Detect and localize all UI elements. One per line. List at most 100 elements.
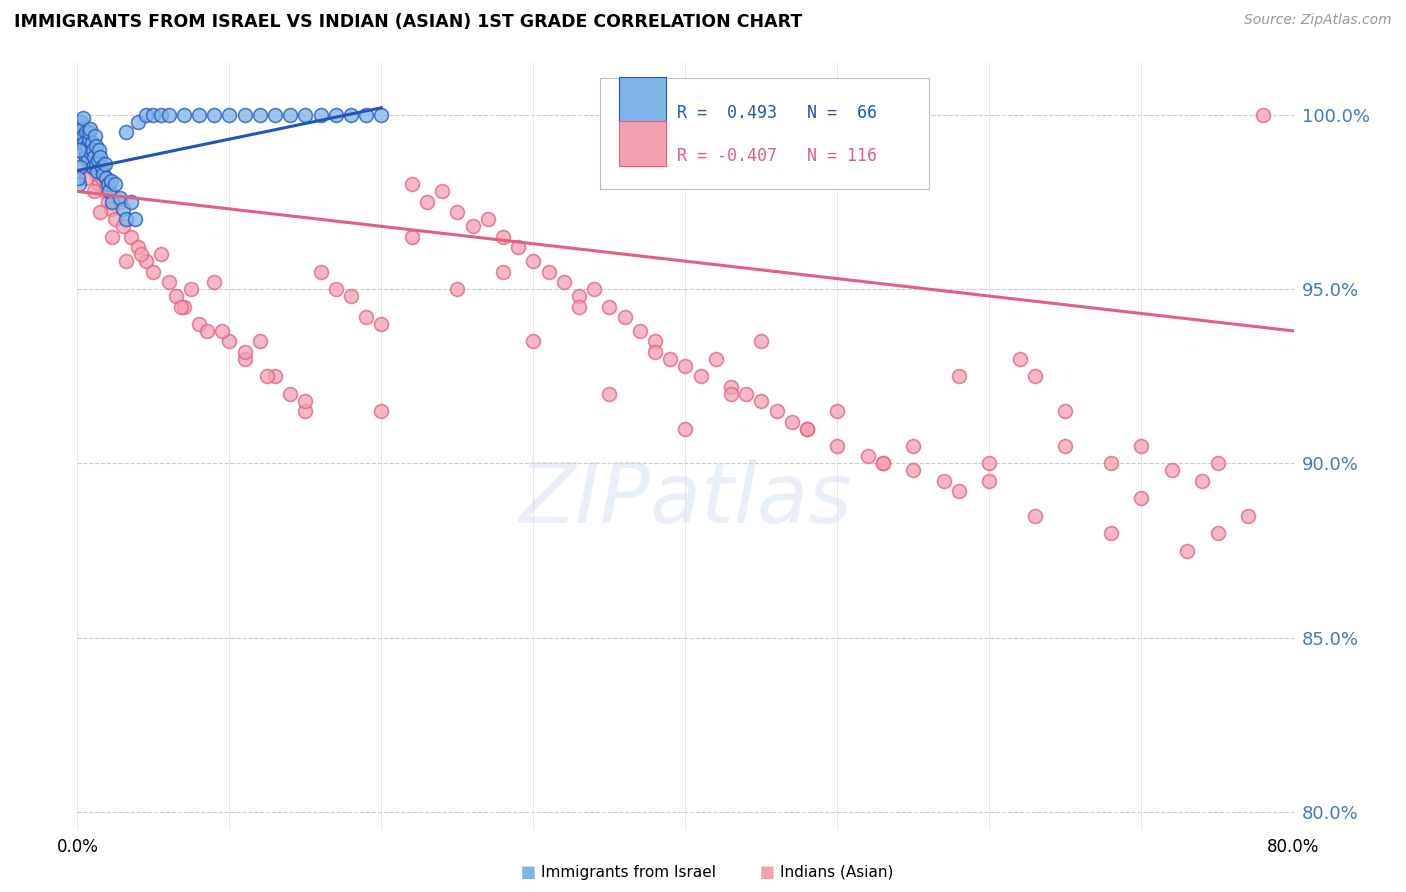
Point [659, 351, 682, 366]
Point [1175, 543, 1198, 558]
Point [73, 150, 96, 164]
Point [84, 167, 107, 181]
Point [370, 404, 392, 418]
Point [149, 247, 172, 261]
Point [87, 178, 110, 192]
Text: Source: ZipAtlas.com: Source: ZipAtlas.com [1244, 13, 1392, 28]
FancyBboxPatch shape [619, 78, 666, 122]
Point [135, 254, 157, 268]
Point [104, 178, 127, 192]
Point [598, 300, 620, 314]
Point [477, 212, 499, 227]
Point [188, 317, 211, 331]
Point [108, 194, 131, 209]
Point [598, 386, 620, 401]
Point [644, 344, 666, 359]
Point [67, 170, 90, 185]
Point [675, 359, 697, 373]
Text: ▪: ▪ [759, 861, 776, 884]
Point [120, 194, 142, 209]
Point [75, 125, 97, 139]
Point [416, 194, 439, 209]
Point [202, 275, 225, 289]
Point [165, 289, 187, 303]
Point [796, 421, 818, 435]
Point [309, 265, 332, 279]
Point [354, 108, 377, 122]
Point [704, 351, 727, 366]
Point [492, 229, 515, 244]
Point [522, 254, 544, 268]
Point [1054, 404, 1077, 418]
Point [70, 121, 93, 136]
FancyBboxPatch shape [600, 78, 929, 189]
Point [72, 160, 94, 174]
Point [108, 191, 131, 205]
Point [202, 108, 225, 122]
Point [1206, 526, 1229, 541]
Point [1206, 457, 1229, 471]
Point [83, 185, 105, 199]
Point [218, 108, 240, 122]
Point [508, 240, 530, 254]
Point [77, 132, 100, 146]
Point [111, 202, 134, 216]
Point [157, 108, 180, 122]
Point [233, 351, 256, 366]
Point [948, 484, 970, 499]
Point [568, 300, 591, 314]
Point [249, 334, 271, 349]
Point [87, 143, 110, 157]
Point [115, 125, 138, 139]
Text: ▪: ▪ [520, 861, 537, 884]
Point [430, 185, 453, 199]
Point [613, 310, 636, 324]
Point [79, 160, 101, 174]
Point [84, 156, 107, 170]
Point [979, 457, 1001, 471]
Point [69, 160, 91, 174]
Point [1237, 508, 1260, 523]
Point [93, 185, 115, 199]
Point [77, 143, 100, 157]
Point [142, 265, 165, 279]
Point [780, 415, 803, 429]
Point [1251, 108, 1274, 122]
Point [765, 404, 787, 418]
Point [149, 108, 172, 122]
Point [537, 265, 560, 279]
Point [173, 300, 195, 314]
Point [1191, 474, 1213, 488]
Point [97, 194, 120, 209]
Point [97, 178, 120, 192]
Point [370, 108, 392, 122]
Point [1054, 439, 1077, 453]
Point [1099, 457, 1122, 471]
Point [553, 275, 575, 289]
Point [751, 334, 773, 349]
Point [675, 421, 697, 435]
Point [827, 404, 849, 418]
Point [100, 202, 122, 216]
Point [461, 219, 484, 234]
Point [325, 108, 347, 122]
Point [98, 185, 121, 199]
Point [188, 108, 211, 122]
Point [127, 114, 149, 128]
Point [170, 300, 193, 314]
Point [233, 344, 256, 359]
Point [256, 369, 278, 384]
Point [264, 108, 287, 122]
Point [522, 334, 544, 349]
Point [264, 369, 287, 384]
Point [79, 121, 101, 136]
Point [218, 334, 240, 349]
Point [75, 170, 97, 185]
Point [72, 128, 94, 143]
Point [294, 404, 316, 418]
Point [101, 229, 124, 244]
Point [1161, 463, 1184, 477]
Point [157, 275, 180, 289]
Point [903, 439, 925, 453]
Point [309, 108, 332, 122]
